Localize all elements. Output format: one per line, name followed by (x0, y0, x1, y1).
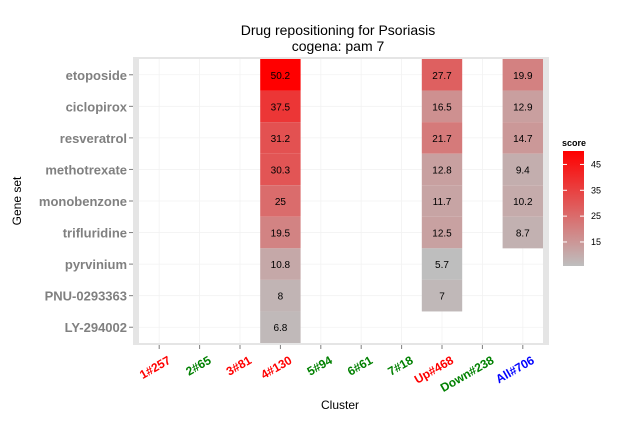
legend-colorbar (563, 151, 584, 266)
cell-value-label: 31.2 (271, 134, 291, 145)
y-tick-label: resveratrol (60, 131, 127, 146)
heatmap-cell (260, 311, 301, 343)
cell-value-label: 12.9 (513, 102, 533, 113)
chart-subtitle: cogena: pam 7 (292, 38, 385, 54)
heatmap-cell (260, 90, 301, 123)
y-axis-tick-labels: etoposide ciclopirox resveratrol methotrexa… (39, 68, 133, 335)
cell-value-label: 12.8 (432, 165, 452, 176)
x-tick-label: 3#81 (224, 353, 254, 379)
x-tick-label: 5#94 (305, 353, 335, 379)
legend-tick-label: 15 (591, 237, 601, 247)
cell-value-label: 9.4 (516, 165, 530, 176)
heatmap-cell (502, 153, 543, 186)
heatmap-cell (502, 122, 543, 154)
y-tick-label: methotrexate (45, 162, 127, 177)
x-tick-label: 4#130 (258, 353, 294, 382)
heatmap-cell (260, 122, 301, 154)
cell-value-label: 16.5 (432, 102, 452, 113)
heatmap-cell (421, 279, 463, 312)
heatmap-cell (260, 248, 301, 280)
cell-value-label: 11.7 (433, 197, 452, 208)
x-tick-label: 2#65 (183, 353, 213, 379)
cell-value-label: 37.5 (271, 102, 291, 113)
legend-tick-label: 35 (591, 185, 601, 195)
cell-value-label: 8.7 (516, 229, 530, 240)
heatmap-cell (502, 216, 543, 249)
heatmap-cell (260, 59, 301, 91)
heatmap-cell (421, 248, 463, 280)
x-tick-label: 6#61 (345, 353, 375, 379)
cell-value-label: 30.3 (271, 165, 291, 176)
heatmap-cell (421, 90, 463, 123)
x-tick-label: All#706 (493, 353, 537, 386)
cell-value-label: 25 (275, 197, 287, 208)
y-tick-label: monobenzone (39, 194, 127, 209)
y-axis-label: Gene set (10, 176, 24, 225)
cell-value-label: 8 (278, 292, 284, 303)
cell-value-label: 19.9 (513, 71, 533, 82)
y-tick-label: pyrvinium (65, 257, 127, 272)
chart-title: Drug repositioning for Psoriasis (241, 22, 436, 38)
cell-value-label: 14.7 (513, 134, 533, 145)
x-axis-tick-labels: 1#257 2#65 3#81 4#130 5#94 6#61 7#18Up#468Down… (137, 345, 537, 395)
legend-tick-label: 45 (591, 159, 601, 169)
heatmap-cell (421, 216, 463, 249)
y-tick-label: trifluridine (63, 226, 127, 241)
heatmap-cell (421, 153, 463, 186)
cell-value-label: 5.7 (435, 260, 449, 271)
x-axis-label: Cluster (321, 398, 359, 412)
heatmap-cell (421, 122, 463, 154)
heatmap-cell (502, 185, 543, 217)
y-tick-label: ciclopirox (66, 99, 128, 114)
heatmap-cell (260, 185, 301, 217)
heatmap-cell (421, 59, 463, 91)
cell-value-label: 27.7 (432, 71, 452, 82)
legend: score 15 25 35 45 (562, 138, 601, 266)
heatmap-cell (502, 90, 543, 123)
heatmap-cells: 50.2 37.5 31.2 30.3 25 19.5 10.8 8 6.8 27.7 16.5 21… (260, 59, 543, 343)
cell-value-label: 21.7 (432, 134, 452, 145)
heatmap-cell (260, 153, 301, 186)
cell-value-label: 10.8 (271, 260, 291, 271)
heatmap-cell (502, 59, 543, 91)
heatmap-cell (421, 185, 463, 217)
heatmap-cell (260, 216, 301, 249)
x-tick-label: 1#257 (137, 353, 173, 382)
legend-title: score (562, 138, 586, 148)
legend-tick-label: 25 (591, 211, 601, 221)
y-tick-label: LY-294002 (65, 320, 127, 335)
y-tick-label: PNU-0293363 (45, 289, 127, 304)
cell-value-label: 7 (439, 292, 445, 303)
cell-value-label: 12.5 (432, 229, 452, 240)
cell-value-label: 19.5 (271, 229, 291, 240)
cell-value-label: 6.8 (273, 323, 287, 334)
cell-value-label: 10.2 (513, 197, 533, 208)
heatmap-cell (260, 279, 301, 312)
cell-value-label: 50.2 (271, 71, 291, 82)
y-tick-label: etoposide (66, 68, 127, 83)
